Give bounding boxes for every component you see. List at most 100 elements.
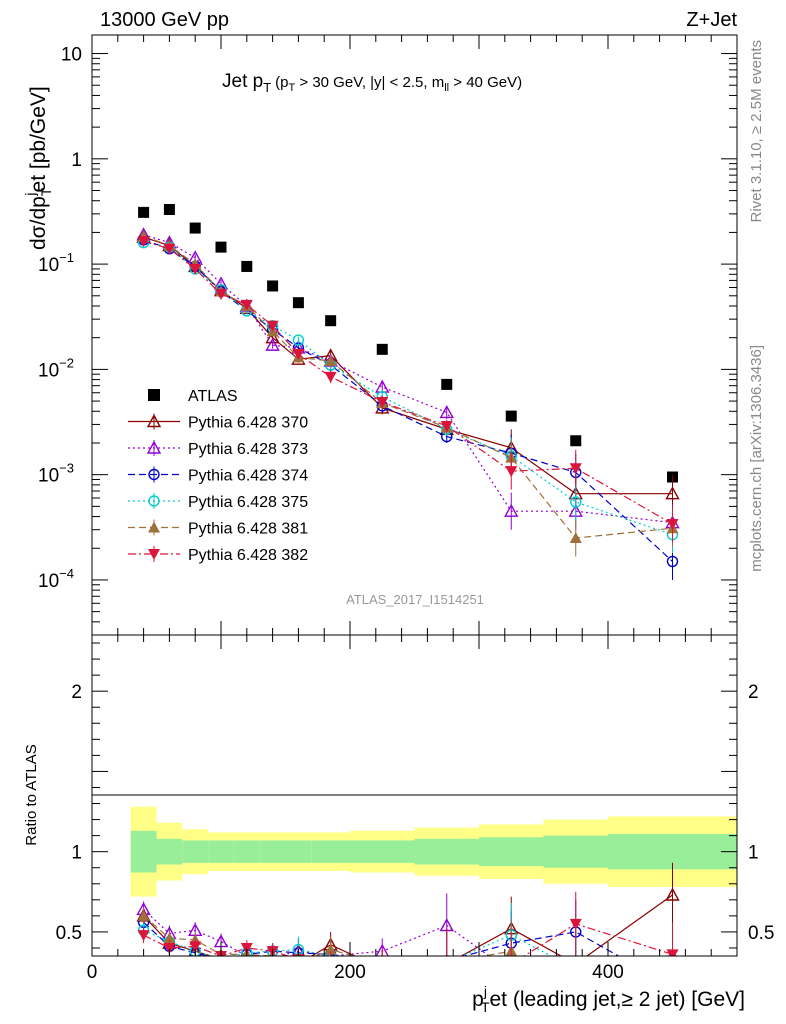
data-point (666, 518, 679, 530)
y-tick-exponent: −2 (59, 355, 74, 370)
data-point (241, 260, 253, 272)
ratio-point (505, 959, 517, 970)
x-axis-label-pre: p (472, 988, 484, 1011)
band-inner-bin (543, 835, 608, 868)
plot-title-cond-end: > 40 GeV) (449, 74, 522, 91)
data-point (570, 496, 582, 508)
y-axis-label-main: dσ/dp (27, 196, 50, 250)
header-right: Z+Jet (686, 9, 737, 31)
ratio-point (376, 957, 388, 968)
plot-title-cond-sub2: ll (444, 82, 449, 94)
ratio-point (189, 941, 202, 953)
band-inner-bin (414, 838, 479, 865)
ratio-point (442, 957, 452, 967)
legend-entry: Pythia 6.428 375 (128, 493, 308, 511)
band-inner-bin (350, 840, 415, 863)
data-point (376, 343, 388, 355)
ratio-y-tick-label-left: 1 (71, 843, 82, 864)
data-point (441, 378, 453, 390)
series-pythia-6-428-382 (137, 236, 679, 543)
y-axis-label-end: et [pb/GeV] (27, 86, 50, 192)
ratio-y-tick-label-right: 1 (748, 843, 759, 864)
legend-label: Pythia 6.428 381 (188, 521, 308, 538)
ratio-y-tick-label-left: 0.5 (56, 923, 82, 944)
header-left: 13000 GeV pp (100, 9, 229, 31)
data-point (569, 463, 582, 475)
plot-title: Jet pT (pT > 30 GeV, |y| < 2.5, mll > 40 … (222, 71, 522, 95)
ratio-point (570, 958, 582, 969)
data-point (240, 299, 253, 311)
ratio-point (292, 958, 304, 969)
ratio-point (188, 943, 202, 956)
data-point (137, 236, 150, 248)
data-point (265, 337, 280, 351)
legend-label: Pythia 6.428 375 (188, 494, 308, 511)
ratio-y-tick-label-right: 2 (748, 682, 759, 703)
plot-title-cond-mid: > 30 GeV, |y| < 2.5, m (295, 74, 444, 91)
ratio-point (163, 932, 176, 944)
ratio-line (143, 923, 673, 956)
ratio-point (324, 943, 337, 955)
data-point (292, 349, 305, 361)
plot-title-main-sub: T (263, 80, 271, 95)
plot-title-main: Jet p (222, 71, 263, 92)
ratio-point (137, 930, 150, 942)
legend-entry: Pythia 6.428 381 (128, 519, 308, 538)
ratio-point (666, 949, 679, 956)
band-inner-bin (285, 840, 312, 863)
ratio-point (375, 943, 389, 956)
legend-label: Pythia 6.428 382 (188, 547, 308, 564)
ratio-point (440, 955, 453, 956)
uncertainty-bands (130, 806, 737, 897)
main-panel-series (136, 204, 680, 580)
y-axis-label: dσ/dpTjet [pb/GeV] (22, 86, 54, 250)
data-point (292, 297, 304, 309)
band-inner-bin (156, 838, 183, 865)
ratio-point (376, 958, 388, 969)
legend-marker (148, 521, 160, 533)
y-tick-exponent: −1 (59, 250, 74, 265)
data-point (569, 532, 582, 544)
data-point (439, 404, 454, 419)
main-panel-frame (91, 34, 738, 636)
band-inner-bin (259, 840, 286, 863)
x-axis-label: pj Tet (leading jet,≥ 2 jet) [GeV] (472, 983, 745, 1015)
x-axis-label-sub: T (481, 999, 490, 1015)
y-tick-label: 10 (61, 45, 82, 66)
ratio-point (441, 958, 453, 969)
watermark: ATLAS_2017_I1514251 (346, 592, 484, 607)
ratio-point (443, 955, 450, 956)
band-inner-bin (311, 840, 350, 863)
legend-entry: Pythia 6.428 370 (128, 413, 308, 432)
axis-ticks (91, 35, 738, 956)
ratio-point (570, 974, 582, 985)
data-point (215, 289, 227, 301)
x-tick-label: 200 (334, 962, 366, 983)
data-point (138, 206, 150, 218)
ratio-point (571, 964, 581, 974)
ratio-point (376, 963, 388, 974)
band-inner-bin (479, 837, 544, 867)
ratio-point (441, 956, 453, 967)
y-tick-label: 10−2 (38, 355, 74, 381)
legend-marker (146, 440, 162, 454)
x-tick-label: 400 (592, 962, 624, 983)
data-point (215, 241, 227, 253)
ratio-point (137, 909, 150, 921)
y-axis-label-sub: T (38, 187, 54, 196)
ratio-y-tick-label-right: 0.5 (748, 923, 774, 944)
legend-label: Pythia 6.428 373 (188, 441, 308, 458)
data-point (504, 503, 519, 517)
ratio-y-tick-label-left: 2 (71, 682, 82, 703)
ratio-point (505, 966, 517, 977)
y-tick-label: 10−4 (38, 566, 74, 592)
data-point (666, 555, 679, 568)
x-axis-label-end: et (leading jet,≥ 2 jet) [GeV] (490, 988, 746, 1011)
band-inner-bin (182, 840, 209, 863)
data-point (570, 435, 582, 447)
data-point (267, 280, 279, 292)
ratio-axis-label: Ratio to ATLAS (23, 744, 40, 845)
mcplots-label: mcplots.cern.ch [arXiv:1306.3436] (748, 345, 765, 572)
y-tick-label: 1 (71, 150, 82, 171)
